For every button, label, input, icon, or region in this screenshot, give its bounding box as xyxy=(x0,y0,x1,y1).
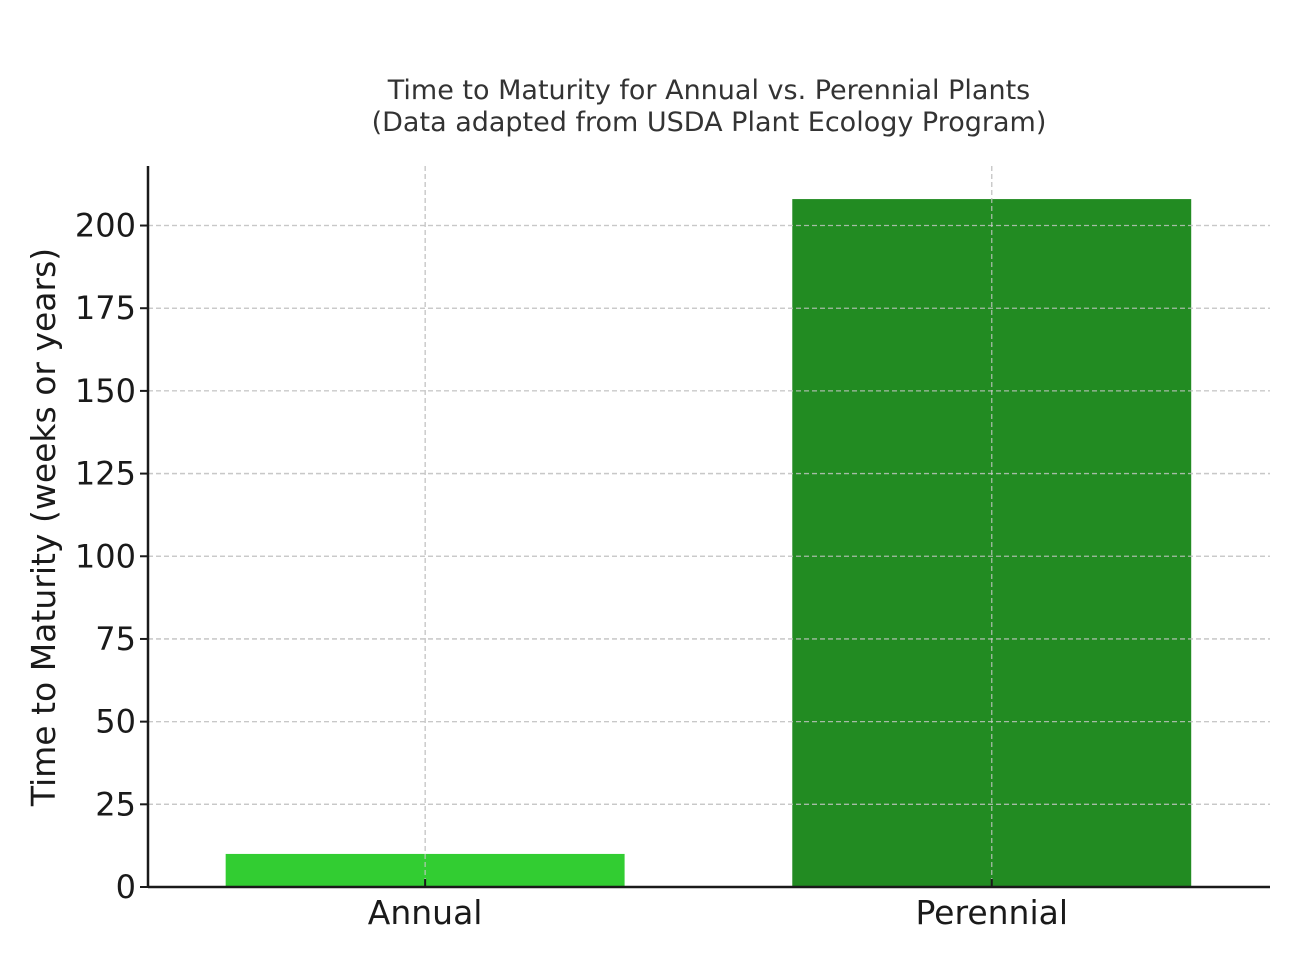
y-axis-label: Time to Maturity (weeks or years) xyxy=(24,248,63,807)
chart-title: Time to Maturity for Annual vs. Perennia… xyxy=(387,75,1031,106)
y-tick-label: 50 xyxy=(95,703,136,741)
x-tick-label: Annual xyxy=(368,893,483,932)
bars xyxy=(148,166,1270,888)
y-tick-label: 175 xyxy=(75,289,136,327)
grid-overlay xyxy=(148,166,1270,887)
chart-subtitle: (Data adapted from USDA Plant Ecology Pr… xyxy=(372,107,1047,138)
y-tick-label: 75 xyxy=(95,620,136,658)
y-tick-label: 200 xyxy=(75,207,136,245)
axes: 0 25 50 75 100 125 150 175 200 Annual Perennial xyxy=(75,166,1270,932)
y-tick-label: 25 xyxy=(95,785,136,823)
y-tick-label: 125 xyxy=(75,455,136,493)
y-tick-label: 150 xyxy=(75,372,136,410)
y-tick-label: 100 xyxy=(75,537,136,575)
y-tick-label: 0 xyxy=(116,868,136,906)
x-tick-label: Perennial xyxy=(915,893,1068,932)
